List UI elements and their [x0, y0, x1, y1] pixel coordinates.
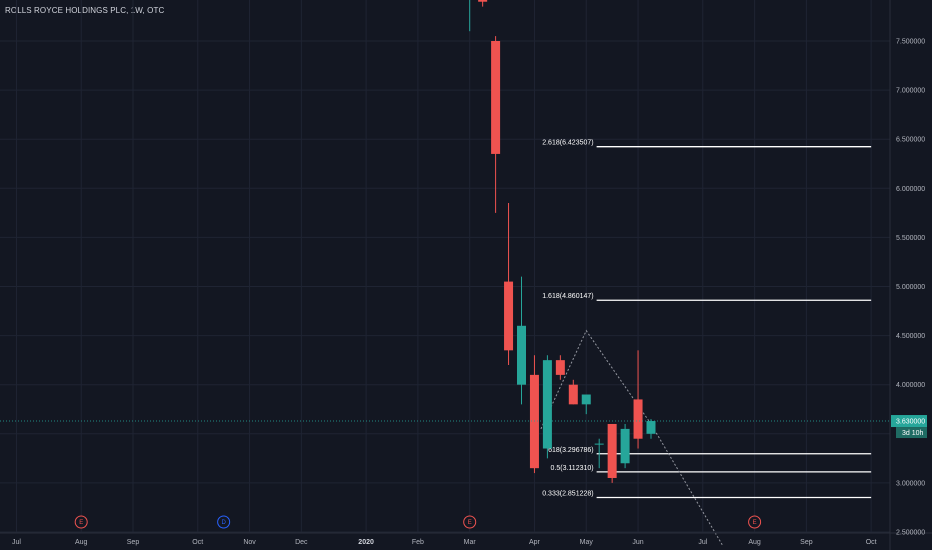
event-marker-letter: D	[221, 520, 226, 526]
price-tick-label: 7.000000	[896, 88, 925, 95]
time-tick-label: Jul	[698, 539, 707, 546]
fib-level-label: 2.618(6.423507)	[542, 140, 593, 147]
candle-down[interactable]	[529, 355, 539, 474]
candle-down[interactable]	[504, 203, 514, 366]
candle-up[interactable]	[620, 423, 630, 469]
time-tick-label: Dec	[295, 539, 308, 546]
candle-down[interactable]	[568, 379, 578, 405]
price-tick-label: 4.500000	[896, 333, 925, 340]
event-marker-letter: E	[79, 520, 83, 526]
candle-body	[517, 325, 526, 385]
time-tick-label: Jul	[12, 539, 21, 546]
chart-title: ROLLS ROYCE HOLDINGS PLC, 1W, OTC	[5, 6, 165, 15]
projection-path	[540, 329, 723, 546]
candle-up[interactable]	[581, 394, 591, 415]
price-tick-label: 7.500000	[896, 39, 925, 46]
candle-body	[504, 281, 514, 351]
event-marker-circle	[748, 515, 762, 529]
current-price-badge	[891, 415, 927, 428]
time-tick-label: Sep	[800, 539, 813, 546]
grid	[0, 0, 890, 533]
candle-body	[542, 360, 552, 449]
time-tick-label: Jun	[632, 539, 643, 546]
fib-level-label: 618(3.296786)	[548, 447, 594, 454]
candle-up[interactable]	[465, 0, 474, 32]
candle-body	[568, 384, 578, 405]
countdown-badge	[896, 427, 927, 439]
fib-level-label: 1.618(4.860147)	[542, 293, 593, 300]
candle-body	[581, 394, 591, 405]
candle-body	[620, 428, 630, 464]
time-tick-label: 2020	[358, 539, 374, 546]
price-tick-label: 5.500000	[896, 235, 925, 242]
time-tick-label: Oct	[192, 539, 203, 546]
candle-up[interactable]	[594, 438, 604, 469]
fibonacci-extension: 4.618(9.550228)3.618(7.986868)2.618(6.42…	[542, 140, 872, 499]
current-price-tag: 3.630000 3d 10h	[891, 415, 927, 439]
candle-up[interactable]	[517, 276, 526, 405]
fib-level-label: 0.5(3.112310)	[551, 465, 594, 472]
candle-body	[555, 360, 565, 375]
countdown-text: 3d 10h	[902, 430, 924, 437]
candle-body	[594, 443, 604, 445]
earnings-event-icon[interactable]: E	[463, 515, 477, 529]
event-marker-circle	[463, 515, 477, 529]
current-price-value: 3.630000	[896, 419, 925, 426]
candle-down[interactable]	[478, 0, 488, 7]
time-tick-label: Sep	[127, 539, 140, 546]
earnings-event-icon[interactable]: E	[74, 515, 88, 529]
candle-down[interactable]	[491, 36, 501, 213]
projection-dashed-line[interactable]	[540, 329, 723, 546]
earnings-event-icon[interactable]: E	[748, 515, 762, 529]
candle-down[interactable]	[555, 355, 565, 380]
candle-body	[646, 421, 656, 434]
candle-down[interactable]	[633, 350, 643, 449]
time-tick-label: Oct	[866, 539, 877, 546]
time-tick-label: May	[580, 539, 594, 546]
event-marker-circle	[74, 515, 88, 529]
candle-body	[607, 423, 617, 478]
event-marker-letter: E	[468, 520, 472, 526]
time-tick-label: Mar	[464, 539, 477, 546]
time-tick-label: Apr	[529, 539, 541, 546]
price-axis[interactable]: 2.5000003.0000003.5000004.0000004.500000…	[896, 0, 929, 537]
dividend-event-icon[interactable]: D	[217, 515, 231, 529]
candle-body	[478, 0, 488, 2]
candle-up[interactable]	[542, 355, 552, 459]
event-marker-circle	[217, 515, 231, 529]
price-tick-label: 6.500000	[896, 137, 925, 144]
candle-up[interactable]	[646, 419, 656, 439]
candles	[465, 0, 656, 483]
candle-down[interactable]	[607, 423, 617, 483]
time-axis[interactable]: Jul Aug Sep Oct Nov Dec 2020 Feb Mar Apr May Jun Jul…	[12, 539, 877, 546]
candle-body	[633, 399, 643, 439]
price-tick-label: 6.000000	[896, 186, 925, 193]
price-tick-label: 3.000000	[896, 480, 925, 487]
time-tick-label: Aug	[75, 539, 88, 546]
time-tick-label: Aug	[748, 539, 761, 546]
price-tick-label: 2.500000	[896, 530, 925, 537]
candle-body	[491, 41, 501, 154]
event-marker-letter: E	[753, 520, 757, 526]
price-tick-label: 4.000000	[896, 382, 925, 389]
time-tick-label: Nov	[243, 539, 256, 546]
fib-level-label: 0.333(2.851228)	[542, 491, 593, 498]
price-tick-label: 5.000000	[896, 284, 925, 291]
time-tick-label: Feb	[412, 539, 424, 546]
